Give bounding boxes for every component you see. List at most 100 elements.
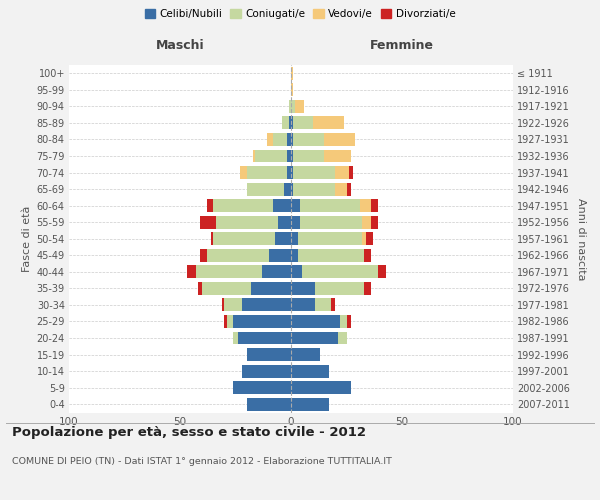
Bar	[256, 150, 287, 162]
Bar	[198, 282, 202, 295]
Bar	[302, 266, 377, 278]
Bar	[291, 381, 351, 394]
Bar	[291, 249, 298, 262]
Bar	[266, 133, 273, 146]
Bar	[273, 199, 291, 212]
Bar	[224, 315, 227, 328]
Bar	[215, 216, 278, 228]
Bar	[247, 398, 291, 410]
Bar	[316, 282, 364, 295]
Bar	[287, 166, 291, 179]
Bar	[298, 232, 362, 245]
Bar	[291, 282, 316, 295]
Bar	[364, 249, 371, 262]
Bar	[287, 133, 291, 146]
Bar	[293, 116, 313, 130]
Bar	[196, 266, 262, 278]
Bar	[233, 381, 291, 394]
Bar	[331, 298, 335, 312]
Bar	[291, 116, 293, 130]
Bar	[325, 133, 355, 146]
Bar	[240, 166, 247, 179]
Bar	[233, 332, 238, 344]
Legend: Celibi/Nubili, Coniugati/e, Vedovi/e, Divorziati/e: Celibi/Nubili, Coniugati/e, Vedovi/e, Di…	[140, 5, 460, 24]
Bar	[227, 315, 233, 328]
Bar	[202, 282, 251, 295]
Bar	[335, 166, 349, 179]
Bar	[278, 216, 291, 228]
Bar	[371, 216, 377, 228]
Bar	[206, 249, 269, 262]
Bar	[251, 282, 291, 295]
Text: Maschi: Maschi	[155, 39, 205, 52]
Bar	[291, 166, 293, 179]
Bar	[262, 266, 291, 278]
Bar	[335, 182, 347, 196]
Bar	[291, 232, 298, 245]
Bar	[238, 332, 291, 344]
Bar	[291, 133, 293, 146]
Text: COMUNE DI PEIO (TN) - Dati ISTAT 1° gennaio 2012 - Elaborazione TUTTITALIA.IT: COMUNE DI PEIO (TN) - Dati ISTAT 1° genn…	[12, 458, 392, 466]
Bar	[362, 232, 367, 245]
Bar	[247, 182, 284, 196]
Bar	[200, 216, 215, 228]
Bar	[362, 216, 371, 228]
Bar	[313, 116, 344, 130]
Bar	[347, 182, 351, 196]
Bar	[377, 266, 386, 278]
Bar	[247, 348, 291, 361]
Bar	[253, 150, 256, 162]
Bar	[338, 332, 347, 344]
Bar	[282, 116, 289, 130]
Bar	[293, 166, 335, 179]
Bar	[371, 199, 377, 212]
Bar	[291, 332, 338, 344]
Bar	[291, 84, 293, 96]
Bar	[291, 100, 295, 113]
Bar	[347, 315, 351, 328]
Bar	[293, 182, 335, 196]
Bar	[291, 216, 300, 228]
Bar	[284, 182, 291, 196]
Bar	[289, 116, 291, 130]
Bar	[291, 199, 300, 212]
Bar	[291, 182, 293, 196]
Bar	[300, 199, 360, 212]
Bar	[291, 315, 340, 328]
Text: Femmine: Femmine	[370, 39, 434, 52]
Bar	[242, 298, 291, 312]
Bar	[291, 398, 329, 410]
Bar	[300, 216, 362, 228]
Bar	[298, 249, 364, 262]
Bar	[200, 249, 206, 262]
Bar	[291, 266, 302, 278]
Bar	[291, 364, 329, 378]
Bar	[242, 364, 291, 378]
Bar	[222, 298, 224, 312]
Bar	[349, 166, 353, 179]
Bar	[224, 298, 242, 312]
Bar	[291, 67, 293, 80]
Bar	[367, 232, 373, 245]
Bar	[293, 133, 325, 146]
Y-axis label: Fasce di età: Fasce di età	[22, 206, 32, 272]
Bar	[275, 232, 291, 245]
Bar	[214, 232, 275, 245]
Text: Popolazione per età, sesso e stato civile - 2012: Popolazione per età, sesso e stato civil…	[12, 426, 366, 439]
Bar	[247, 166, 287, 179]
Bar	[287, 150, 291, 162]
Bar	[364, 282, 371, 295]
Bar	[291, 298, 316, 312]
Bar	[340, 315, 347, 328]
Bar	[214, 199, 273, 212]
Bar	[293, 150, 325, 162]
Bar	[291, 348, 320, 361]
Bar	[360, 199, 371, 212]
Y-axis label: Anni di nascita: Anni di nascita	[575, 198, 586, 280]
Bar	[269, 249, 291, 262]
Bar	[206, 199, 214, 212]
Bar	[295, 100, 304, 113]
Bar	[291, 150, 293, 162]
Bar	[325, 150, 351, 162]
Bar	[187, 266, 196, 278]
